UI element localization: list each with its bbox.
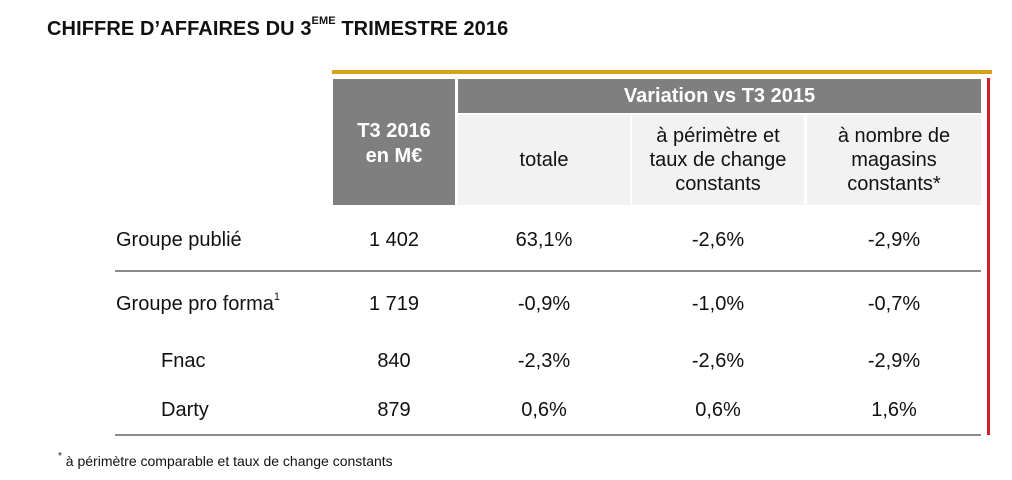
title-suffix: TRIMESTRE 2016: [335, 18, 509, 40]
title-prefix: CHIFFRE D’AFFAIRES DU 3: [47, 18, 312, 40]
subheader-perimetre-change: à périmètre et taux de change constants: [632, 115, 804, 205]
table-cell: 879: [377, 399, 411, 421]
table-cell: -1,0%: [691, 293, 745, 315]
table-cell: -2,9%: [867, 350, 921, 372]
footnote-text: à périmètre comparable et taux de change…: [61, 453, 393, 469]
subheader-totale: totale: [458, 115, 630, 205]
table-cell: -2,3%: [517, 350, 571, 372]
header-t3-2016: T3 2016 en M€: [333, 79, 455, 205]
subheader-totale-line1: totale: [519, 149, 569, 171]
subheader-magasins-line1: à nombre de: [837, 125, 951, 147]
table-cell: 0,6%: [695, 399, 741, 421]
row-label-groupe-pro-forma: Groupe pro forma1: [116, 291, 280, 316]
table-cell: 1,6%: [871, 399, 917, 421]
table-cell: 0,6%: [521, 399, 567, 421]
table-cell: 1 719: [368, 293, 420, 315]
table-cell: -2,6%: [691, 350, 745, 372]
subheader-magasins-constants: à nombre de magasins constants*: [807, 115, 981, 205]
subheader-magasins-line2: magasins: [851, 149, 937, 171]
footnote-marker: *: [58, 451, 62, 462]
subheader-perimetre-line1: à périmètre et: [656, 125, 780, 147]
table-cell: -2,6%: [691, 229, 745, 251]
red-side-rule: [987, 78, 990, 435]
table-cell: -0,7%: [867, 293, 921, 315]
row-label-fnac: Fnac: [161, 350, 206, 372]
subheader-perimetre-line2: taux de change: [649, 149, 787, 171]
subheader-magasins-line3: constants*: [847, 173, 941, 195]
table-cell: 63,1%: [515, 229, 573, 251]
page-title: CHIFFRE D’AFFAIRES DU 3EME TRIMESTRE 201…: [47, 15, 509, 41]
title-superscript: EME: [311, 15, 336, 27]
row-label-darty: Darty: [161, 399, 209, 421]
table-cell: -0,9%: [517, 293, 571, 315]
table-bottom-rule: [115, 434, 981, 436]
header-t3-line2: en M€: [365, 145, 423, 167]
header-variation: Variation vs T3 2015: [458, 79, 981, 113]
table-cell: 840: [377, 350, 411, 372]
header-t3-line1: T3 2016: [357, 120, 431, 142]
row-label-text: Groupe pro forma: [116, 293, 274, 315]
gold-top-rule: [332, 70, 992, 74]
row-divider: [115, 270, 981, 272]
table-cell: -2,9%: [867, 229, 921, 251]
row-label-footnote-ref: 1: [273, 291, 280, 303]
footnote: * à périmètre comparable et taux de chan…: [58, 451, 393, 469]
row-label-groupe-publie: Groupe publié: [116, 229, 242, 251]
subheader-perimetre-line3: constants: [675, 173, 761, 195]
table-cell: 1 402: [368, 229, 420, 251]
